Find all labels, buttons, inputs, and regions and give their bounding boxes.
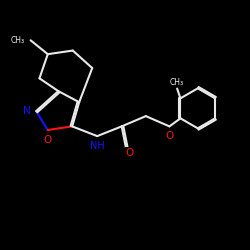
Text: O: O — [165, 132, 173, 141]
Text: CH₃: CH₃ — [170, 78, 184, 87]
Text: NH: NH — [90, 141, 104, 151]
Text: O: O — [126, 148, 134, 158]
Text: N: N — [23, 106, 31, 116]
Text: CH₃: CH₃ — [10, 36, 24, 45]
Text: O: O — [44, 135, 52, 145]
